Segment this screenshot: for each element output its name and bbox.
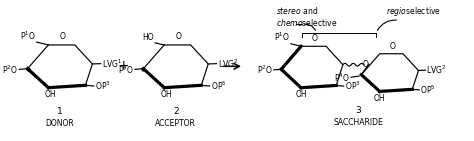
Text: LVG$^2$: LVG$^2$ [426, 64, 447, 76]
Text: OH: OH [374, 94, 385, 103]
Text: ACCEPTOR: ACCEPTOR [155, 119, 196, 128]
Text: $\it{chemo}$selective: $\it{chemo}$selective [276, 17, 337, 28]
Text: OP$^3$: OP$^3$ [345, 80, 360, 92]
Text: O: O [389, 42, 395, 51]
Text: P$^4$O: P$^4$O [334, 71, 350, 84]
Text: O: O [60, 32, 66, 41]
Text: P$^1$O: P$^1$O [274, 31, 290, 43]
FancyArrowPatch shape [377, 20, 396, 30]
Text: HO: HO [142, 33, 154, 42]
Text: O: O [176, 32, 182, 41]
Text: OH: OH [295, 90, 307, 99]
Text: OH: OH [45, 90, 56, 99]
Text: P$^2$O: P$^2$O [257, 64, 273, 76]
Text: OH: OH [161, 90, 173, 99]
Text: 3: 3 [355, 106, 361, 115]
Text: $\it{regio}$selective: $\it{regio}$selective [385, 5, 440, 18]
Text: P$^1$O: P$^1$O [20, 29, 36, 42]
Text: P$^4$O: P$^4$O [118, 63, 134, 76]
Text: OP$^5$: OP$^5$ [420, 84, 436, 96]
Text: $\it{stereo}$ and: $\it{stereo}$ and [276, 5, 319, 16]
Text: +: + [118, 59, 129, 73]
Text: LVG$^1$: LVG$^1$ [101, 58, 122, 70]
Text: DONOR: DONOR [46, 119, 74, 128]
Text: LVG$^2$: LVG$^2$ [218, 58, 238, 70]
Text: OP$^5$: OP$^5$ [210, 80, 226, 92]
Text: OP$^3$: OP$^3$ [95, 80, 110, 92]
Text: 2: 2 [173, 107, 179, 116]
Text: 1: 1 [57, 107, 63, 116]
Text: SACCHARIDE: SACCHARIDE [333, 118, 383, 127]
Text: O: O [362, 60, 368, 69]
Text: P$^2$O: P$^2$O [2, 63, 18, 76]
FancyArrowPatch shape [305, 24, 316, 30]
Text: O: O [311, 34, 318, 43]
